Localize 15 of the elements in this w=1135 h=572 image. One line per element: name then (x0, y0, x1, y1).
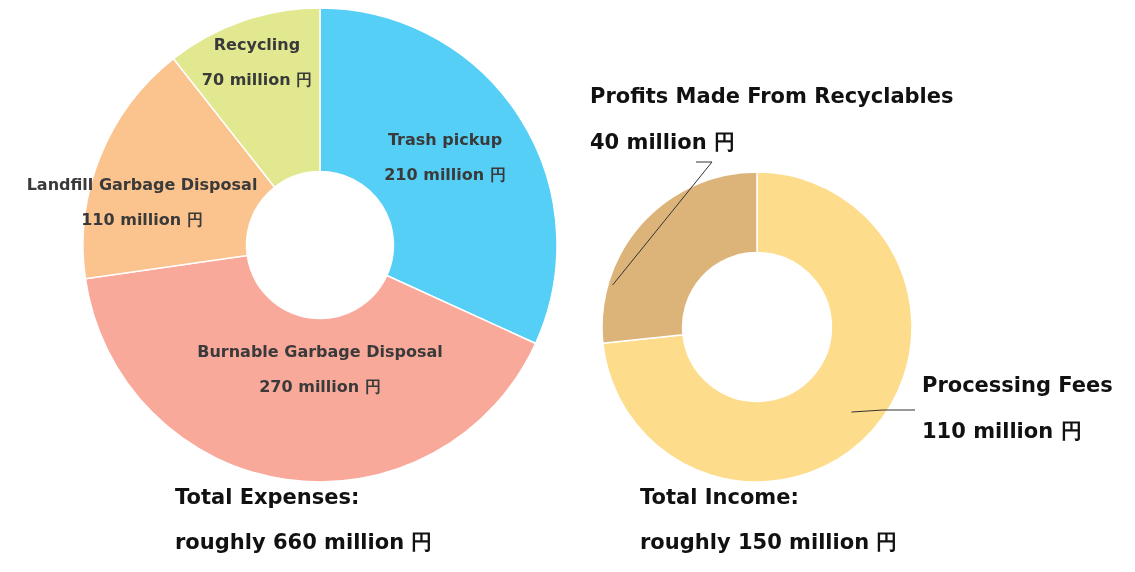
slice-label: Processing Fees (922, 373, 1113, 397)
slice-label: Landfill Garbage Disposal (26, 175, 258, 194)
data-label: 270 million 円 (259, 377, 381, 396)
data-label: 210 million 円 (384, 165, 506, 184)
slice-label: Recycling (213, 35, 301, 54)
slice-label: Trash pickup (387, 130, 503, 149)
text: Total Income: (640, 485, 799, 509)
text: Total Expenses: (175, 485, 360, 509)
slice-label: Burnable Garbage Disposal (197, 342, 443, 361)
text: roughly 660 million 円 (175, 530, 433, 554)
data-label: 110 million 円 (922, 419, 1082, 443)
text: roughly 150 million 円 (640, 530, 898, 554)
slice-label: Profits Made From Recyclables (590, 84, 954, 108)
data-label: 40 million 円 (590, 130, 735, 154)
data-label: 70 million 円 (201, 70, 313, 89)
